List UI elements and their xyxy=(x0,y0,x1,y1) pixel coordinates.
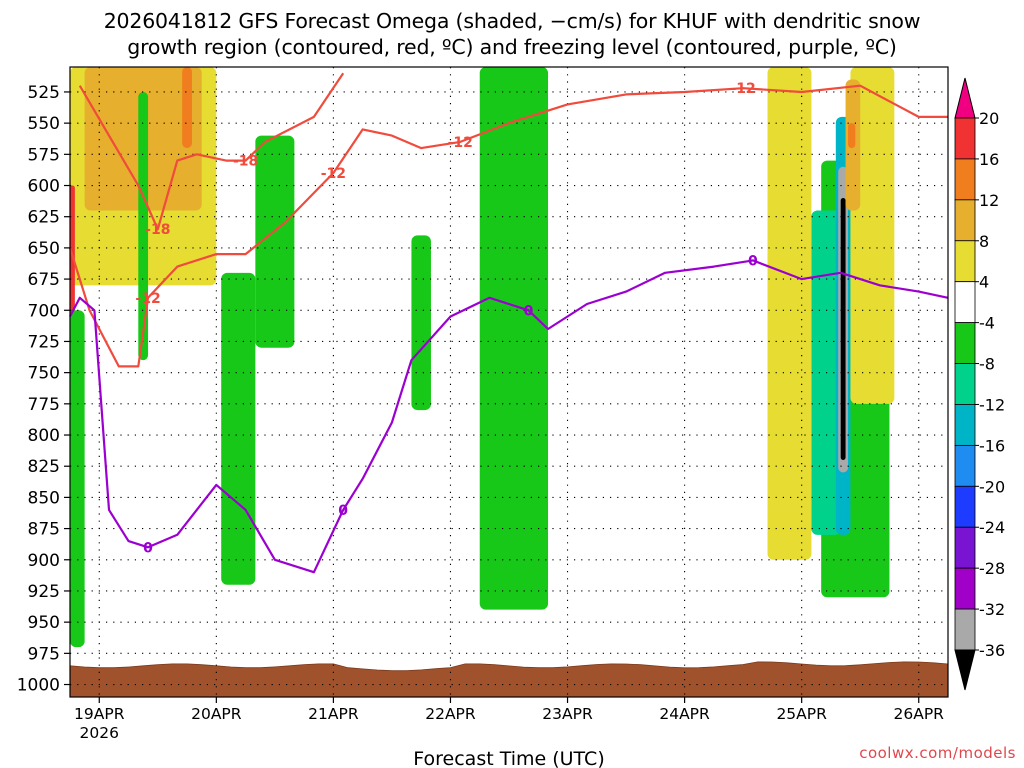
colorbar-label: -8 xyxy=(979,355,995,374)
y-tick-label: 900 xyxy=(28,551,60,571)
x-tick-label: 24APR xyxy=(659,705,710,723)
colorbar-swatch xyxy=(954,404,976,446)
plot-frame xyxy=(69,66,949,698)
dendritic-contour-line-label: -18 xyxy=(145,222,170,238)
colorbar-swatch xyxy=(954,158,976,201)
y-tick-label: 525 xyxy=(28,83,60,103)
colorbar-swatch xyxy=(954,526,976,569)
freezing-level-contour-line-label: 0 xyxy=(524,303,534,319)
colorbar-label: -32 xyxy=(979,600,1005,619)
x-tick-label: 20APR xyxy=(191,705,242,723)
freezing-level-contour-line-label: 0 xyxy=(143,540,153,556)
omega-region xyxy=(767,67,812,560)
colorbar-cap-bottom xyxy=(954,649,976,691)
omega-region xyxy=(182,67,192,149)
dendritic-contour-line xyxy=(68,84,948,368)
omega-shading xyxy=(70,67,895,648)
x-tick-label: 23APR xyxy=(542,705,593,723)
y-tick-label: 1000 xyxy=(17,676,60,696)
x-tick-label: 19APR xyxy=(74,705,125,723)
dendritic-contour-line-label: -12 xyxy=(135,291,160,307)
omega-region xyxy=(840,197,846,460)
x-tick-label: 22APR xyxy=(425,705,476,723)
credit-text: coolwx.com/models xyxy=(859,744,1016,762)
colorbar-swatch xyxy=(954,363,976,405)
y-tick-label: 975 xyxy=(28,644,60,664)
omega-region xyxy=(848,123,856,149)
y-tick-label: 550 xyxy=(28,114,60,134)
dendritic-contour-line-label: -12 xyxy=(730,81,755,97)
colorbar: 20 16 12 8 4 -4 -8 -12 -16 -20 -24 -28 -32 -36 xyxy=(954,77,1005,691)
surface-terrain xyxy=(69,661,949,698)
x-axis-title: Forecast Time (UTC) xyxy=(413,748,604,768)
colorbar-label: 20 xyxy=(979,109,999,128)
x-tick-label: 25APR xyxy=(776,705,827,723)
colorbar-label: -24 xyxy=(979,518,1005,537)
dendritic-contour-line xyxy=(78,72,345,231)
colorbar-label: 12 xyxy=(979,191,999,210)
colorbar-swatch xyxy=(954,322,976,364)
colorbar-swatch xyxy=(954,485,976,528)
colorbar-label: -4 xyxy=(979,314,995,333)
omega-region xyxy=(221,272,256,585)
colorbar-swatch xyxy=(954,444,976,487)
y-tick-label: 725 xyxy=(28,332,60,352)
omega-region xyxy=(850,67,895,404)
colorbar-label: -36 xyxy=(979,641,1005,660)
y-tick-label: 800 xyxy=(28,426,60,446)
colorbar-swatch xyxy=(954,608,976,651)
y-tick-label: 600 xyxy=(28,177,60,197)
colorbar-swatch xyxy=(954,199,976,242)
y-tick-label: 650 xyxy=(28,239,60,259)
omega-region xyxy=(479,67,549,610)
y-tick-label: 625 xyxy=(28,208,60,228)
x-tick-sublabel: 2026 xyxy=(80,724,119,742)
title-line-1: 2026041812 GFS Forecast Omega (shaded, −… xyxy=(103,9,921,33)
y-tick-label: 925 xyxy=(28,582,60,602)
x-tick-label: 21APR xyxy=(308,705,359,723)
freezing-level-contour-line xyxy=(69,259,949,574)
y-tick-label: 575 xyxy=(28,145,60,165)
freezing-level-contour-line-label: 0 xyxy=(748,253,758,269)
y-axis: 525 550 575 600 625 650 675 700 725 750 775 800 825 8… xyxy=(17,83,70,696)
y-tick-label: 675 xyxy=(28,270,60,290)
colorbar-label: -28 xyxy=(979,559,1005,578)
freezing-level-contour-line-label: 0 xyxy=(338,503,348,519)
colorbar-swatch xyxy=(954,281,976,324)
y-tick-label: 875 xyxy=(28,520,60,540)
colorbar-label: -16 xyxy=(979,436,1005,455)
colorbar-swatch xyxy=(954,240,976,283)
title-line-2: growth region (contoured, red, ºC) and f… xyxy=(127,35,897,59)
x-tick-label: 26APR xyxy=(894,705,945,723)
colorbar-label: -12 xyxy=(979,395,1005,414)
omega-region xyxy=(70,310,85,648)
contours: -12 -12 -12 -12 -18 -18 0 0 0 0 xyxy=(68,72,949,574)
colorbar-label: 8 xyxy=(979,232,989,251)
y-tick-label: 950 xyxy=(28,613,60,633)
colorbar-label: 16 xyxy=(979,150,999,169)
omega-region xyxy=(411,235,431,411)
y-tick-label: 775 xyxy=(28,395,60,415)
dendritic-contour-line-label: -12 xyxy=(448,135,473,151)
colorbar-swatch xyxy=(954,567,976,610)
colorbar-swatch xyxy=(954,117,976,160)
omega-region xyxy=(138,91,149,361)
colorbar-cap-top xyxy=(954,77,976,119)
omega-region xyxy=(255,135,295,348)
dendritic-contour-line-label: -12 xyxy=(321,166,346,182)
y-tick-label: 825 xyxy=(28,457,60,477)
surface-band xyxy=(69,661,949,698)
dendritic-contour-line-label: -18 xyxy=(233,154,258,170)
y-tick-label: 750 xyxy=(28,364,60,384)
y-tick-label: 700 xyxy=(28,301,60,321)
colorbar-label: 4 xyxy=(979,273,989,292)
colorbar-label: -20 xyxy=(979,477,1005,496)
y-tick-label: 850 xyxy=(28,488,60,508)
